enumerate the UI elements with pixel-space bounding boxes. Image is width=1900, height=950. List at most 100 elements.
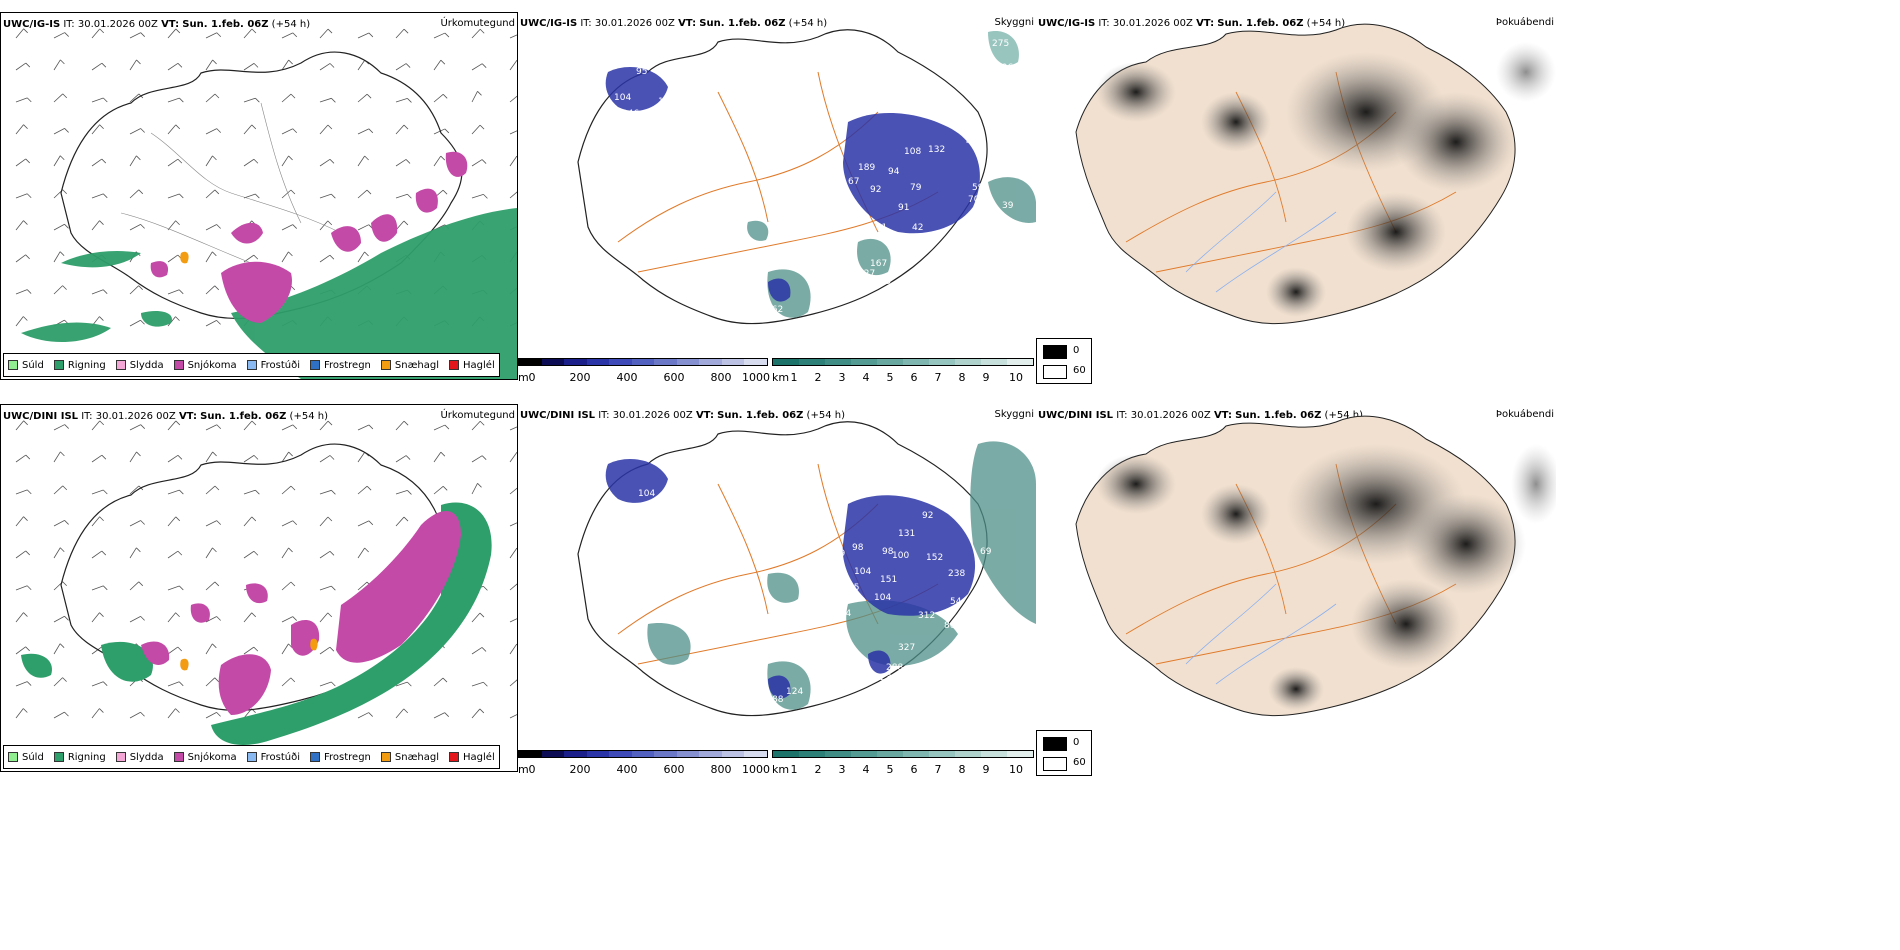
fog-key: 0 60 bbox=[1036, 338, 1092, 384]
wind-barb bbox=[15, 516, 28, 527]
fog-key-swatch-dark bbox=[1043, 737, 1067, 751]
wind-barb bbox=[319, 612, 333, 623]
colorbar-tick: 1 bbox=[790, 763, 798, 776]
wind-barb bbox=[53, 711, 69, 719]
legend-item: Slydda bbox=[115, 752, 164, 763]
wind-barb bbox=[205, 520, 222, 527]
legend-item: Súld bbox=[8, 360, 44, 371]
wind-barb bbox=[129, 319, 145, 327]
visibility-value-label: 312 bbox=[918, 611, 935, 621]
wind-barb bbox=[319, 63, 335, 71]
wind-barb bbox=[243, 516, 257, 527]
legend-item: Frostregn bbox=[310, 752, 371, 763]
wind-barb bbox=[243, 63, 259, 71]
legend-item: Slydda bbox=[115, 360, 164, 371]
legend-swatch-snjokoma bbox=[173, 752, 184, 762]
visibility-value-label: 70 bbox=[968, 195, 980, 205]
visibility-value-label: 189 bbox=[858, 163, 875, 173]
wind-barb bbox=[129, 32, 146, 39]
wind-barb bbox=[509, 130, 517, 135]
wind-barb bbox=[319, 681, 336, 687]
wind-barb bbox=[53, 485, 68, 495]
visibility-value-label: 131 bbox=[898, 529, 915, 539]
wind-barb bbox=[281, 677, 296, 687]
wind-barb bbox=[15, 62, 31, 71]
wind-barb bbox=[281, 128, 298, 135]
panel-title: UWC/DINI ISL IT: 30.01.2026 00Z VT: Sun.… bbox=[520, 410, 845, 421]
wind-barb bbox=[243, 97, 260, 103]
wind-barb bbox=[53, 547, 65, 559]
colorbar-tick: 4 bbox=[862, 763, 870, 776]
wind-barb bbox=[433, 424, 450, 431]
wind-barb bbox=[167, 585, 184, 591]
wind-barb bbox=[357, 32, 374, 39]
wind-barb bbox=[319, 97, 336, 103]
wind-barb bbox=[129, 424, 146, 431]
precip-type-legend: Súld Rigning Slydda Snjókoma Frostúði Fr… bbox=[3, 745, 500, 769]
colorbar-tick: 2 bbox=[814, 763, 822, 776]
wind-barb bbox=[53, 189, 67, 199]
wind-barb bbox=[53, 643, 65, 655]
wind-barb bbox=[243, 455, 259, 463]
colorbar-tick: 0 bbox=[528, 371, 536, 384]
wind-barb bbox=[471, 612, 485, 623]
wind-barb bbox=[167, 193, 184, 199]
visibility-value-label: 95 bbox=[636, 67, 647, 77]
visibility-value-label: 167 bbox=[870, 259, 887, 269]
wind-barb bbox=[281, 581, 296, 591]
wind-barb bbox=[91, 193, 108, 199]
wind-barb bbox=[205, 59, 217, 71]
legend-swatch-snaehagl bbox=[380, 360, 391, 370]
visibility-value-label: 104 bbox=[638, 489, 655, 499]
wind-barb bbox=[281, 485, 296, 495]
wind-barb bbox=[91, 550, 107, 559]
colorbar-tick: 5 bbox=[886, 371, 894, 384]
wind-barb bbox=[433, 451, 446, 463]
wind-barb bbox=[53, 223, 69, 231]
wind-barb bbox=[129, 451, 141, 463]
wind-barb bbox=[509, 451, 517, 463]
visibility-value-label: 127 bbox=[858, 269, 875, 279]
wind-barb bbox=[91, 708, 104, 719]
visibility-value-label: 59 bbox=[972, 183, 984, 193]
wind-barb bbox=[509, 191, 517, 199]
visibility-value-label: 162 bbox=[766, 305, 783, 315]
wind-barb bbox=[395, 516, 409, 527]
wind-barb bbox=[53, 677, 67, 687]
visibility-value-label: 92 bbox=[922, 511, 933, 521]
fog-map bbox=[1075, 23, 1556, 325]
wind-barb bbox=[319, 455, 335, 463]
wind-barb bbox=[395, 98, 412, 103]
colorbar-tick: 4 bbox=[862, 371, 870, 384]
wind-barb bbox=[471, 63, 487, 71]
wind-barb bbox=[53, 155, 65, 167]
wind-barb bbox=[53, 251, 65, 263]
visibility-panel-bottom: UWC/DINI ISL IT: 30.01.2026 00Z VT: Sun.… bbox=[518, 404, 1036, 776]
wind-barb bbox=[433, 677, 448, 687]
legend-item: Frostregn bbox=[310, 360, 371, 371]
legend-swatch-frostudi bbox=[246, 752, 257, 762]
panel-title: UWC/IG-IS IT: 30.01.2026 00Z VT: Sun. 1.… bbox=[3, 19, 311, 30]
fog-key-swatch-light bbox=[1043, 365, 1067, 379]
colorbar-tick: 1000 bbox=[742, 763, 770, 776]
wind-barb bbox=[433, 32, 450, 39]
wind-barb bbox=[509, 679, 517, 687]
wind-barb bbox=[167, 254, 183, 263]
visibility-value-label: 54 bbox=[950, 597, 962, 607]
wind-barb bbox=[205, 424, 222, 431]
wind-barb bbox=[15, 124, 28, 135]
wind-barb bbox=[319, 254, 335, 263]
wind-barb bbox=[91, 420, 105, 431]
panel-field-name: Skyggni bbox=[994, 409, 1034, 420]
panel-title: UWC/IG-IS IT: 30.01.2026 00Z VT: Sun. 1.… bbox=[1038, 18, 1346, 29]
wind-barb bbox=[281, 520, 298, 527]
wind-barb bbox=[15, 158, 31, 167]
colorbar-km: km 1 2 3 4 5 6 7 8 9 10 bbox=[772, 750, 1034, 778]
wind-barb bbox=[471, 681, 488, 687]
precip-type-panel-bottom: UWC/DINI ISL IT: 30.01.2026 00Z VT: Sun.… bbox=[0, 404, 518, 772]
wind-barb bbox=[357, 93, 372, 103]
wind-barb bbox=[319, 159, 335, 167]
wind-barb bbox=[167, 97, 184, 103]
wind-barb bbox=[509, 59, 517, 71]
wind-barb bbox=[53, 285, 67, 295]
